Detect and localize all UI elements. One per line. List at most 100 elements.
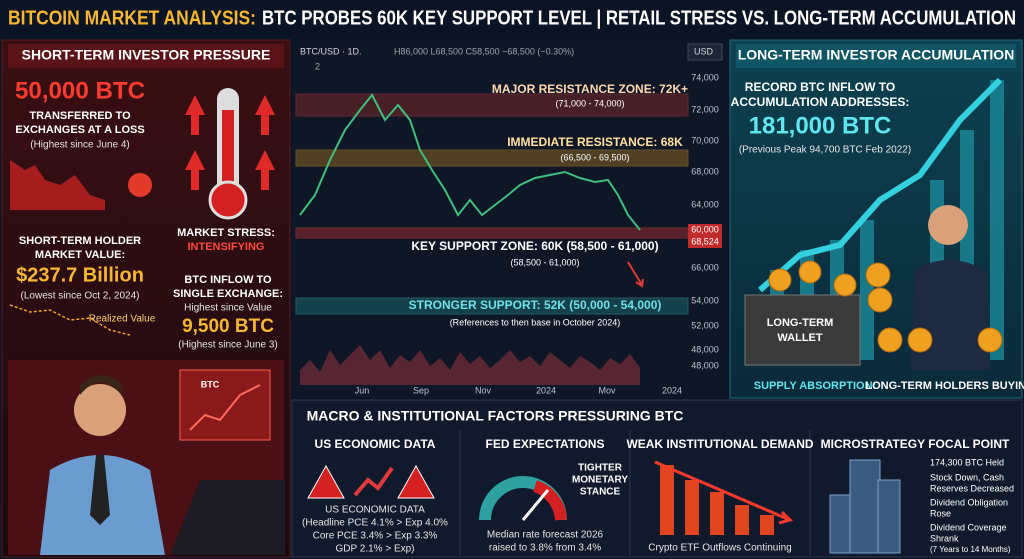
footer-a: SUPPLY ABSORPTION: bbox=[754, 380, 876, 392]
col-title: FED EXPECTATIONS bbox=[486, 437, 605, 451]
monitor-line bbox=[189, 384, 261, 431]
x-tick-label: 2024 bbox=[662, 385, 682, 395]
col-line: (7 Years to 14 Months) bbox=[930, 545, 1011, 554]
person-body bbox=[910, 260, 990, 370]
col-line: Rose bbox=[930, 508, 951, 518]
y-tick-label: 52,000 bbox=[691, 320, 719, 330]
title: BITCOIN MARKET ANALYSIS: bbox=[8, 7, 256, 29]
stat-label: SHORT-TERM HOLDER bbox=[19, 235, 141, 247]
currency: USD bbox=[694, 46, 714, 56]
y-tick-label: 68,000 bbox=[691, 166, 719, 176]
x-tick-label: Jun bbox=[355, 385, 370, 395]
right-heading-bg bbox=[736, 44, 1016, 68]
chart-panel bbox=[292, 40, 728, 398]
outflow-bars bbox=[660, 465, 774, 535]
y-tick-label: 48,000 bbox=[691, 360, 719, 370]
stat-desc: TRANSFERRED TO bbox=[29, 110, 131, 122]
col-line: Dividend Obligation bbox=[930, 497, 1008, 507]
chart-ohlc: H86,000 L68,500 C58,500 −68,500 (−0.30%) bbox=[394, 46, 574, 56]
col-title: US ECONOMIC DATA bbox=[315, 437, 436, 451]
inflow-note: (Highest since June 3) bbox=[178, 340, 278, 351]
right-heading: LONG-TERM INVESTOR ACCUMULATION bbox=[738, 47, 1015, 63]
y-tick-label: 54,000 bbox=[691, 295, 719, 305]
screen-label: BTC bbox=[201, 379, 220, 389]
down-arrow bbox=[654, 460, 793, 525]
col-line: 174,300 BTC Held bbox=[930, 457, 1004, 467]
zone-band bbox=[295, 93, 689, 117]
footer-b: LONG-TERM HOLDERS BUYING bbox=[865, 380, 1024, 392]
col-line: Median rate forecast 2026 bbox=[487, 530, 604, 541]
stress-value: INTENSIFYING bbox=[187, 241, 264, 253]
y-tick-label: 68,524 bbox=[691, 236, 719, 246]
col-line: Dividend Coverage bbox=[930, 522, 1007, 532]
zone-band bbox=[295, 227, 689, 239]
stat-desc: EXCHANGES AT A LOSS bbox=[15, 124, 144, 136]
price-tag bbox=[688, 224, 722, 248]
coins bbox=[768, 260, 1003, 353]
warning-icons bbox=[307, 464, 435, 499]
decline-chart bbox=[10, 160, 105, 210]
price-line bbox=[299, 93, 641, 231]
y-tick-label: 74,000 bbox=[691, 72, 719, 82]
stat: 50,000 BTC bbox=[15, 77, 145, 104]
wallet-label: WALLET bbox=[777, 332, 822, 344]
col-line: US ECONOMIC DATA bbox=[325, 505, 425, 516]
col-line: (Headline PCE 4.1% > Exp 4.0% bbox=[302, 518, 448, 529]
zone-band bbox=[295, 149, 689, 167]
col-line: Crypto ETF Outflows Continuing bbox=[648, 543, 791, 554]
col-line: raised to 3.8% from 3.4% bbox=[489, 543, 601, 554]
gauge-label: TIGHTER bbox=[578, 463, 623, 474]
zone-range: (71,000 - 74,000) bbox=[555, 98, 624, 108]
col-line: Core PCE 3.4% > Exp 3.3% bbox=[313, 531, 438, 542]
person-head bbox=[928, 205, 968, 245]
zone-range: (66,500 - 69,500) bbox=[560, 152, 629, 162]
arrow bbox=[627, 261, 644, 288]
y-tick-label: 70,000 bbox=[691, 135, 719, 145]
person-head bbox=[74, 384, 126, 436]
chart-interval: 2 bbox=[315, 61, 320, 71]
x-tick-label: Mov bbox=[598, 385, 616, 395]
x-tick-label: Sep bbox=[413, 385, 429, 395]
zone-band bbox=[295, 297, 689, 315]
buildings bbox=[829, 459, 901, 554]
currency-box bbox=[687, 43, 723, 61]
zone-label: STRONGER SUPPORT: 52K (50,000 - 54,000) bbox=[409, 298, 662, 312]
arrows bbox=[185, 95, 275, 190]
wallet bbox=[744, 294, 861, 366]
y-tick-label: 48,000 bbox=[691, 344, 719, 354]
wallet-label: LONG-TERM bbox=[767, 317, 834, 329]
realized-label: Realized Value bbox=[89, 314, 156, 325]
growth-arrow bbox=[758, 77, 1003, 293]
inflow-sub: Highest since Value bbox=[184, 303, 272, 314]
zone-label: IMMEDIATE RESISTANCE: 68K bbox=[507, 135, 683, 149]
chart-symbol: BTC/USD · 1D. bbox=[300, 46, 362, 56]
realized-line bbox=[9, 304, 131, 336]
y-tick-label: 60,000 bbox=[691, 224, 719, 234]
laptop bbox=[170, 480, 285, 555]
right-note: (Previous Peak 94,700 BTC Feb 2022) bbox=[739, 145, 911, 156]
person-hair bbox=[80, 375, 122, 395]
gauge-high bbox=[532, 480, 567, 521]
zone-label: KEY SUPPORT ZONE: 60K (58,500 - 61,000) bbox=[411, 239, 658, 253]
y-tick-label: 72,000 bbox=[691, 104, 719, 114]
right-label: ACCUMULATION ADDRESSES: bbox=[731, 95, 910, 109]
inflow-value: 9,500 BTC bbox=[182, 316, 274, 337]
gauge-needle bbox=[521, 489, 550, 521]
col-title: WEAK INSTITUTIONAL DEMAND bbox=[626, 437, 813, 451]
rise-icon bbox=[353, 466, 394, 497]
zone-label: MAJOR RESISTANCE ZONE: 72K+ bbox=[492, 82, 688, 96]
col-title: MICROSTRATEGY FOCAL POINT bbox=[821, 437, 1010, 451]
gauge-label: STANCE bbox=[580, 487, 621, 498]
right-value: 181,000 BTC bbox=[749, 112, 892, 139]
title-bar bbox=[0, 0, 1024, 38]
thermometer-fill bbox=[222, 110, 234, 200]
x-tick-label: Nov bbox=[475, 385, 492, 395]
stat-note: (Lowest since Oct 2, 2024) bbox=[21, 291, 140, 302]
y-tick-label: 66,000 bbox=[691, 262, 719, 272]
tie bbox=[90, 455, 110, 525]
zone-range: (References to then base in October 2024… bbox=[450, 317, 621, 327]
gauge-label: MONETARY bbox=[572, 475, 628, 486]
stat-value: $237.7 Billion bbox=[16, 264, 144, 286]
monitor bbox=[179, 369, 271, 441]
